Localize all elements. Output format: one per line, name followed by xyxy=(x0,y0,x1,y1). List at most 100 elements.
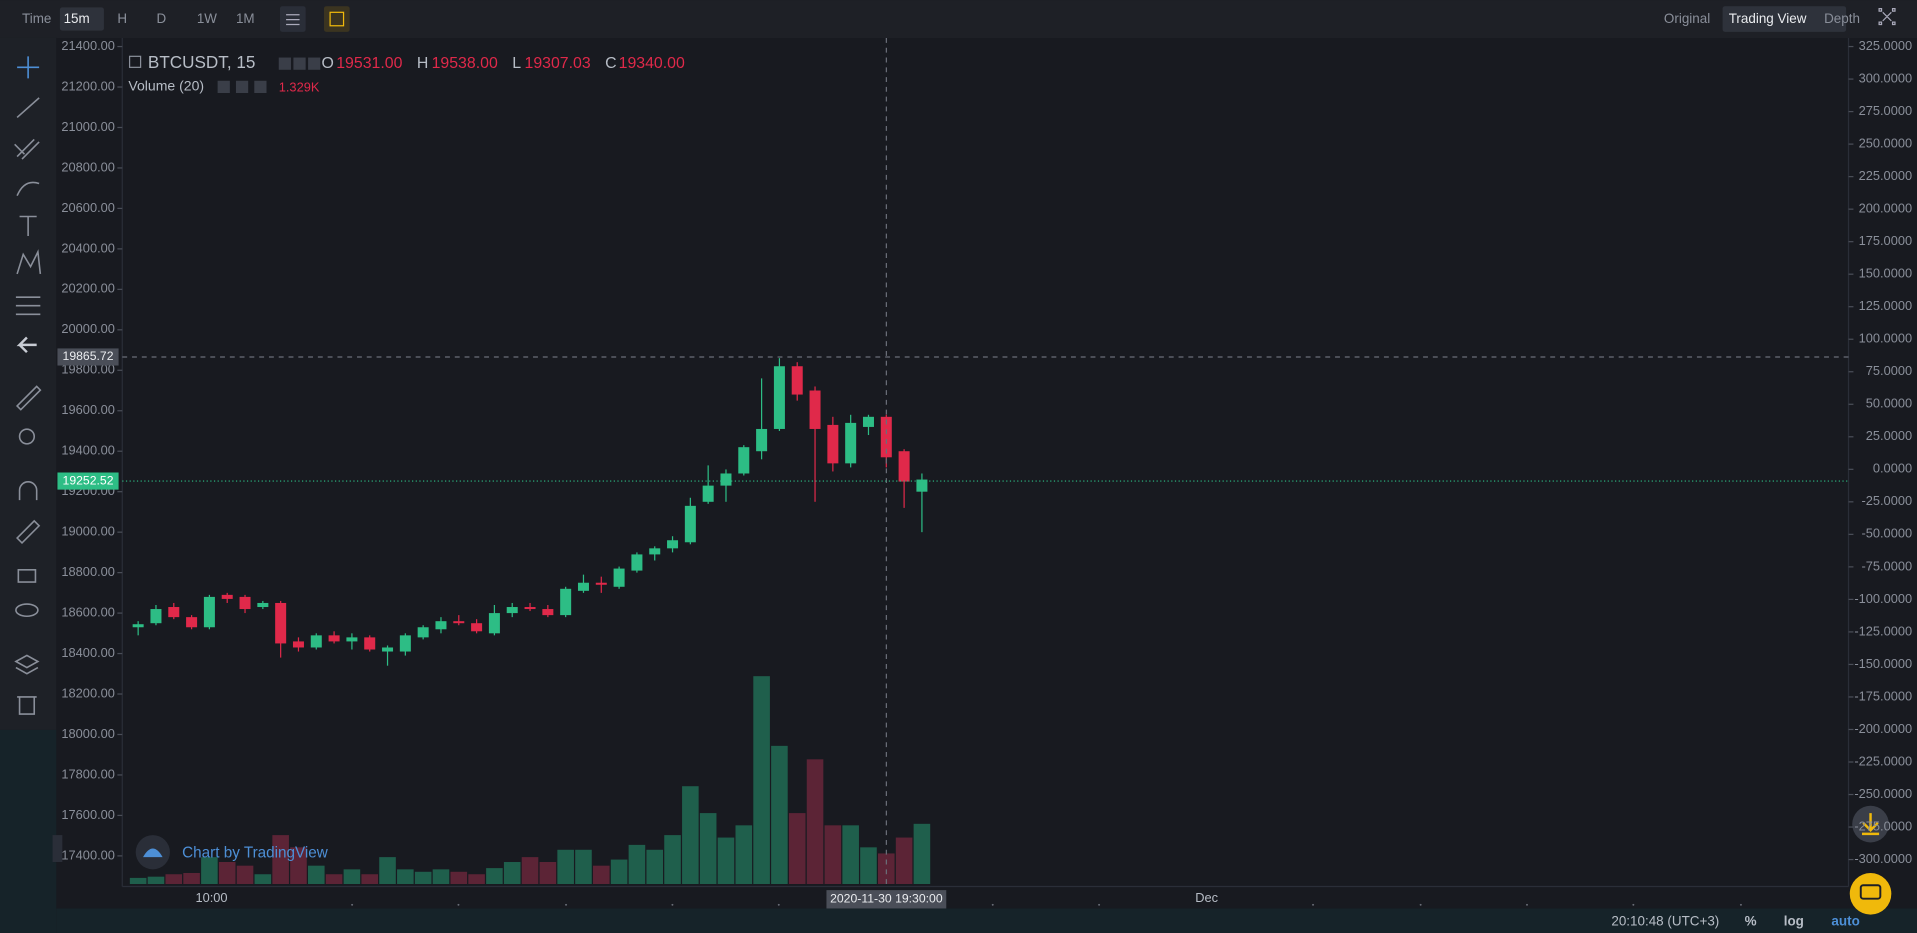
line-tool[interactable] xyxy=(16,97,40,119)
x-tick-dot xyxy=(1098,903,1101,906)
time-label: Time xyxy=(22,11,51,26)
y2-tick-label: 250.0000 xyxy=(1859,135,1913,150)
pattern-tool[interactable] xyxy=(16,249,42,275)
layers-tool[interactable] xyxy=(14,654,40,675)
ohlc-label: L xyxy=(512,55,521,72)
y2-tick-label: 200.0000 xyxy=(1859,201,1913,216)
volume-bar xyxy=(699,813,717,885)
legend-button[interactable] xyxy=(278,57,291,70)
chat-icon xyxy=(1859,884,1882,900)
candle-body xyxy=(738,447,750,474)
candle-body xyxy=(221,594,233,599)
legend-button[interactable] xyxy=(235,80,249,94)
candle-body xyxy=(346,637,358,642)
tool-icons xyxy=(14,56,42,715)
lock-tool[interactable] xyxy=(17,569,37,583)
scroll-icon xyxy=(1861,813,1880,836)
status-option[interactable]: auto xyxy=(1831,913,1859,928)
clock: 20:10:48 (UTC+3) xyxy=(1611,913,1719,928)
interval-button[interactable]: D xyxy=(156,11,166,26)
interval-button[interactable]: H xyxy=(117,11,127,26)
volume-bar xyxy=(218,862,236,885)
interval-button[interactable]: 15m xyxy=(64,11,90,26)
volume-bar xyxy=(806,759,824,885)
legend-button[interactable] xyxy=(254,80,267,94)
zoom-tool[interactable] xyxy=(18,428,36,445)
view-button[interactable]: Trading View xyxy=(1729,11,1807,26)
x-tick-dot xyxy=(1632,903,1635,906)
volume-bar xyxy=(290,847,307,885)
volume-bar xyxy=(913,823,931,885)
status-bar xyxy=(56,908,1917,933)
y2-tick-label: -25.0000 xyxy=(1861,493,1912,508)
view-button[interactable]: Original xyxy=(1664,11,1710,26)
x-tick-dot xyxy=(991,903,994,906)
volume-bar xyxy=(521,857,539,885)
crosshair-tool[interactable] xyxy=(17,56,40,79)
y2-tick-label: 25.0000 xyxy=(1866,428,1912,443)
y2-tick-label: -100.0000 xyxy=(1854,591,1912,606)
candle-body xyxy=(577,582,589,591)
crosshair-time-box xyxy=(826,890,947,909)
hide-tool[interactable] xyxy=(15,603,39,618)
ohlc-value: 19340.00 xyxy=(619,55,685,72)
legend-button[interactable] xyxy=(217,80,230,94)
volume-bar xyxy=(717,837,735,885)
x-tick-dot xyxy=(1526,903,1528,906)
volume-bar xyxy=(183,873,200,885)
text-tool[interactable] xyxy=(19,215,37,237)
legend-button[interactable] xyxy=(293,57,306,70)
y-tick-label: 20000.00 xyxy=(61,321,115,336)
indicator-button[interactable] xyxy=(323,6,350,32)
status-option[interactable]: log xyxy=(1784,913,1804,928)
fib-tool[interactable] xyxy=(14,138,40,160)
settings-button[interactable] xyxy=(279,6,306,32)
volume-bar xyxy=(788,813,806,885)
crosshair-time: 2020-11-30 19:30:00 xyxy=(830,892,943,906)
last-price: 19252.52 xyxy=(63,473,114,487)
y-tick-label: 18400.00 xyxy=(61,645,115,660)
top-bar xyxy=(0,0,1917,38)
candle-body xyxy=(488,613,500,634)
chat-button[interactable] xyxy=(1849,873,1892,915)
y-tick-label: 20400.00 xyxy=(61,240,115,255)
y-tick-label: 20600.00 xyxy=(61,200,115,215)
y2-tick-label: 150.0000 xyxy=(1859,266,1913,281)
left-toolbar-footer xyxy=(0,729,57,933)
candle-body xyxy=(542,609,554,616)
measure-tool[interactable] xyxy=(15,385,42,411)
back-tool[interactable] xyxy=(16,336,37,354)
interval-button[interactable]: 1W xyxy=(197,11,217,26)
brush-tool[interactable] xyxy=(16,181,40,197)
trash-tool[interactable] xyxy=(17,696,37,715)
candle-body xyxy=(613,568,625,587)
y-tick-label: 21000.00 xyxy=(61,119,115,134)
view-button[interactable]: Depth xyxy=(1824,11,1860,26)
volume-bar xyxy=(824,825,842,885)
y2-tick-label: 0.0000 xyxy=(1873,461,1912,476)
x-tick-dot xyxy=(1739,903,1742,906)
volume-value: 1.329K xyxy=(279,80,320,95)
x-tick-dot xyxy=(457,903,460,906)
volume-bar xyxy=(414,871,432,885)
legend-button[interactable] xyxy=(308,57,321,70)
stay-drawing-tool[interactable] xyxy=(15,519,41,545)
interval-button[interactable]: 1M xyxy=(236,11,255,26)
candle-body xyxy=(684,505,696,543)
volume-bar xyxy=(201,857,218,885)
volume-bar xyxy=(753,676,770,885)
volume-bar xyxy=(129,877,147,885)
candle-body xyxy=(399,635,411,652)
status-option[interactable]: % xyxy=(1745,913,1757,928)
collapse-handle[interactable] xyxy=(52,835,63,863)
y-tick-label: 17600.00 xyxy=(61,807,115,822)
candle-body xyxy=(186,617,198,628)
y-tick-label: 18800.00 xyxy=(61,564,115,579)
fullscreen-button[interactable] xyxy=(1878,8,1896,26)
ohlc-value: 19538.00 xyxy=(432,55,498,72)
candle-body xyxy=(435,621,447,630)
magnet-tool[interactable] xyxy=(18,480,38,501)
prediction-tool[interactable] xyxy=(15,296,41,316)
volume-bar xyxy=(557,849,574,885)
y2-tick-label: 225.0000 xyxy=(1859,168,1913,183)
